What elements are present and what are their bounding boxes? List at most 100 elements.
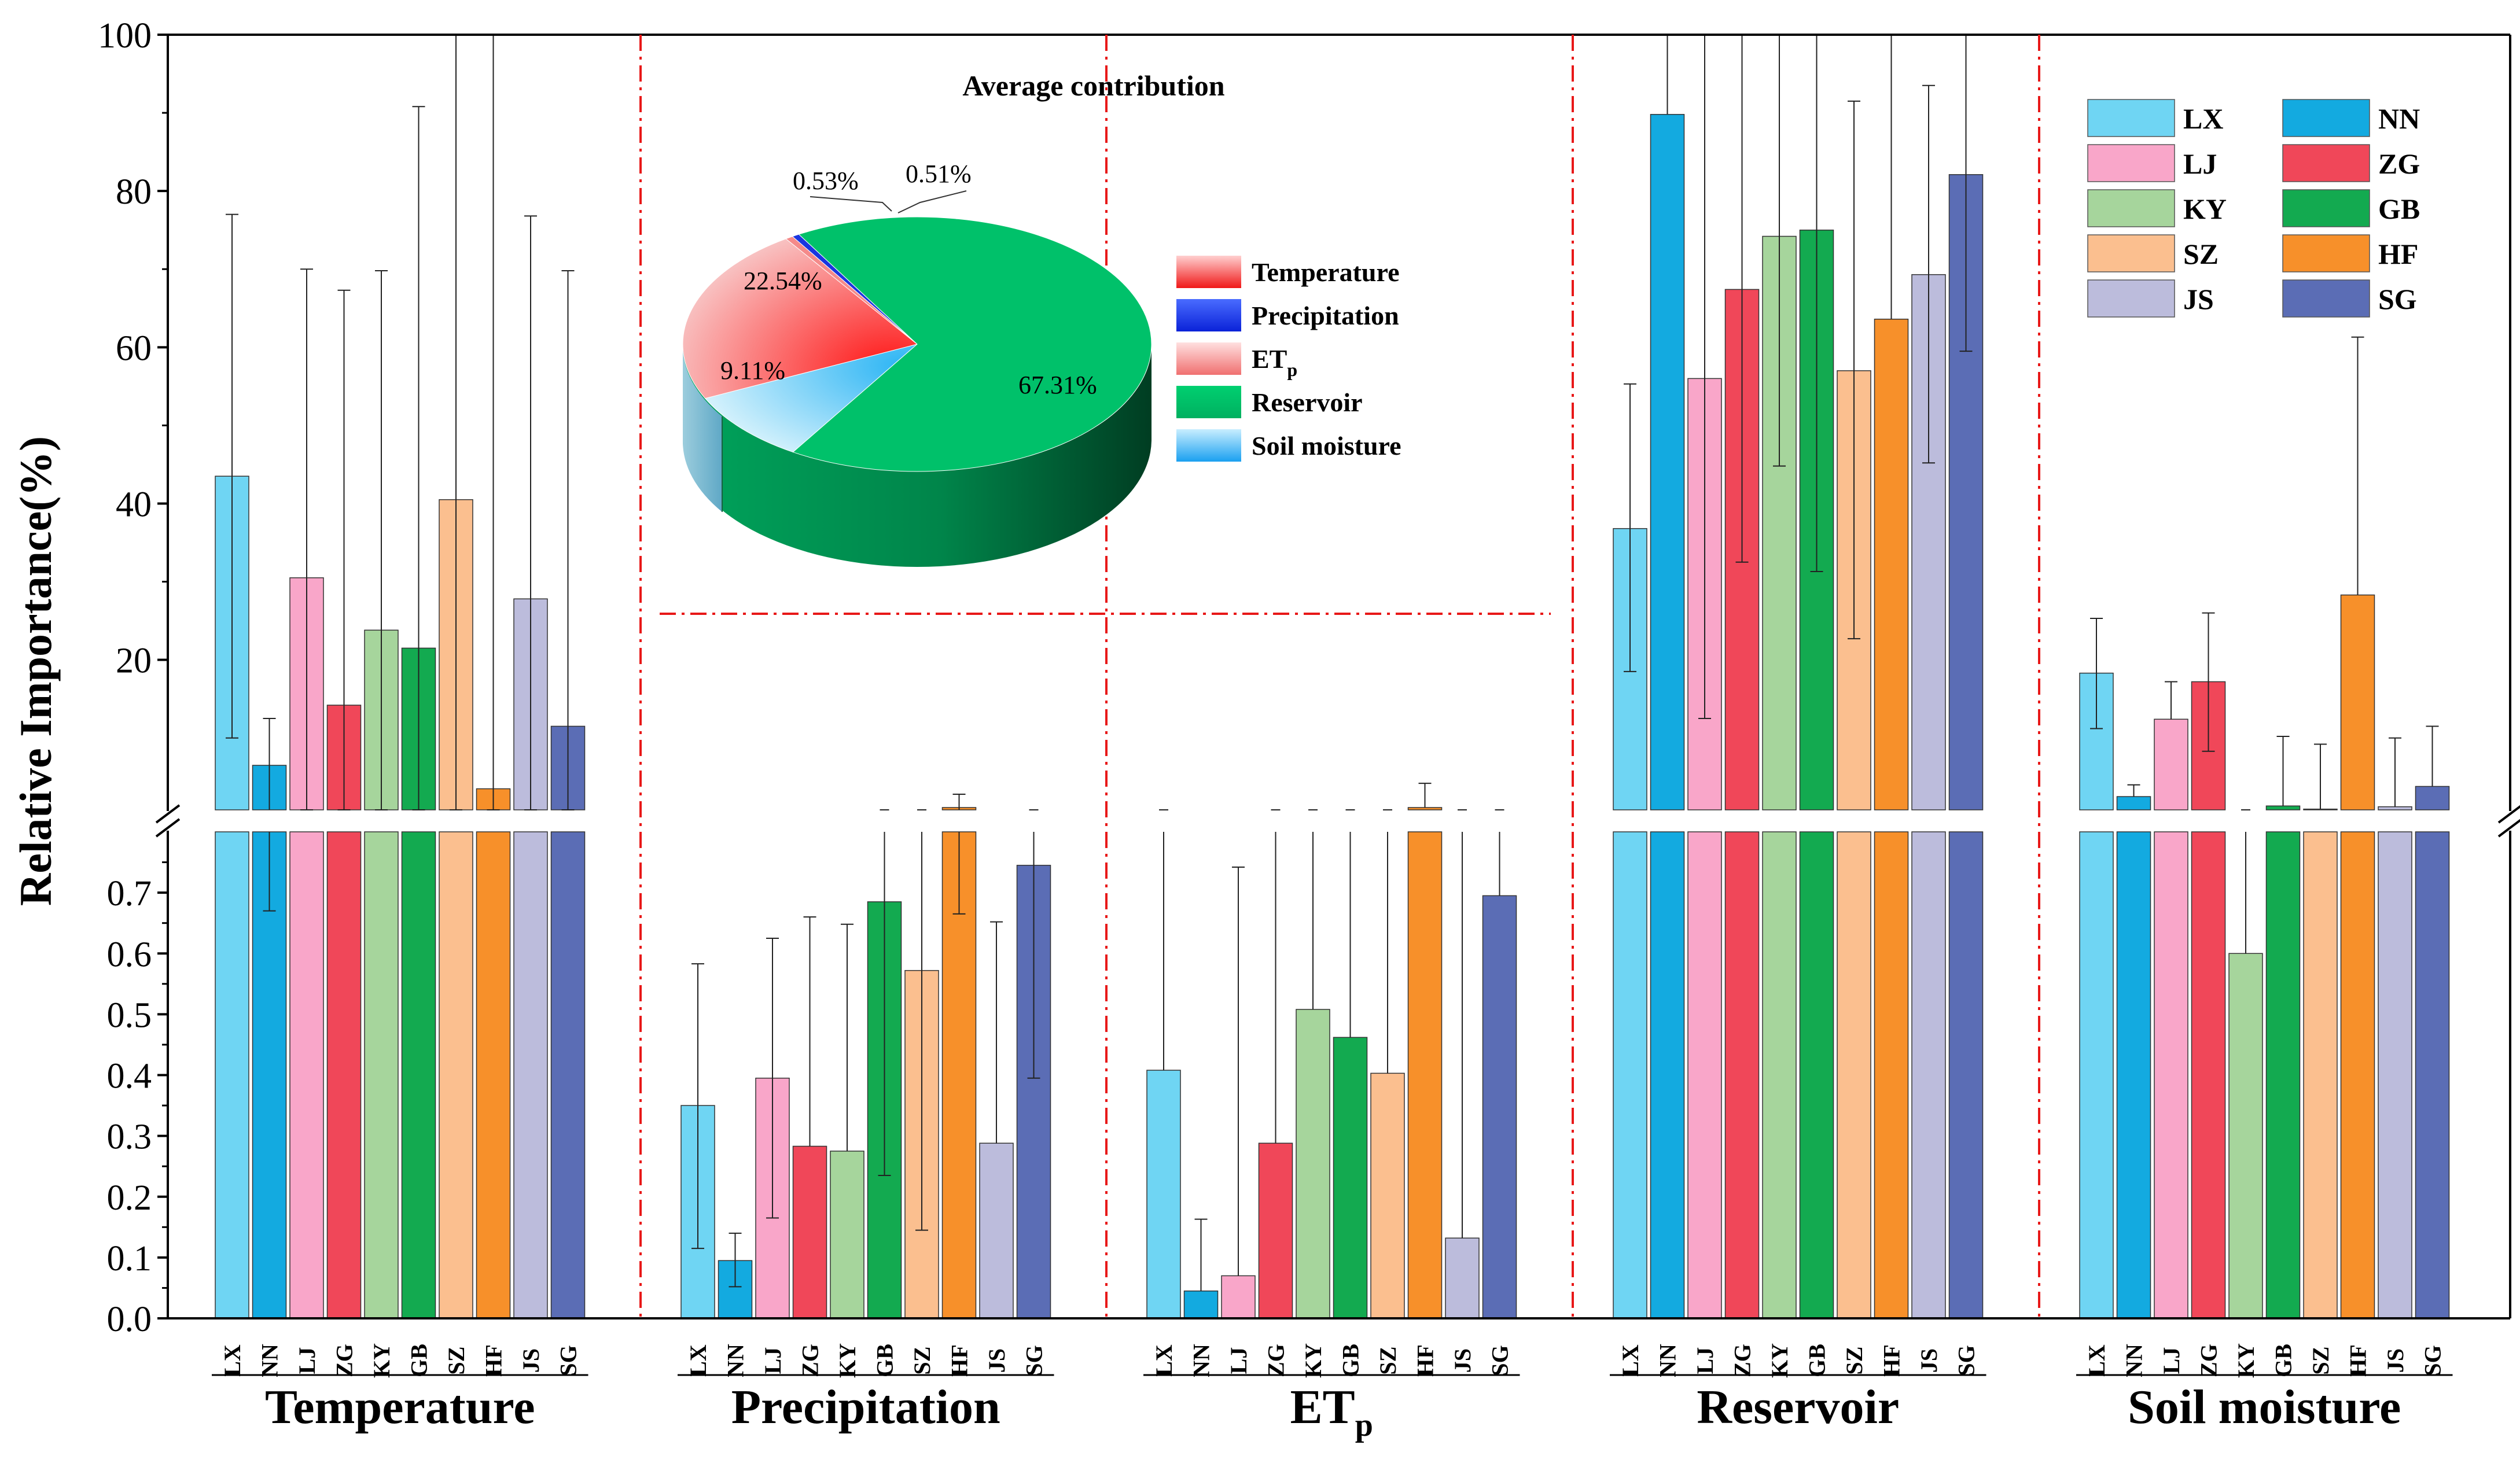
- legend-label-lx: LX: [2183, 102, 2223, 135]
- group-title: ETp: [1290, 1380, 1373, 1443]
- x-tick-label: KY: [1767, 1343, 1793, 1378]
- group-title: Reservoir: [1697, 1380, 1899, 1434]
- axis-break-mark: [2497, 805, 2520, 824]
- pie-label: 0.53%: [793, 167, 859, 195]
- pie-legend-swatch: [1176, 386, 1241, 418]
- x-tick-label: GB: [1338, 1344, 1364, 1377]
- x-tick-label: ZG: [332, 1344, 358, 1377]
- axes-layer: 20 40 60 80 100 0.0 0.1 0.2 0.3 0.4 0.5 0.6 0.7 Relat…: [10, 16, 2520, 1443]
- bar-reservoir-hf: [1874, 318, 1909, 810]
- pie-label: 9.11%: [720, 356, 785, 385]
- x-tick-label: SZ: [1375, 1347, 1401, 1375]
- x-tick-label: GB: [872, 1344, 898, 1377]
- bar-lower-reservoir-zg: [1724, 831, 1760, 1319]
- x-tick-label: LJ: [760, 1347, 786, 1374]
- bar-lower-soil-moisture-zg: [2191, 831, 2226, 1319]
- group-title: Temperature: [265, 1380, 535, 1434]
- x-tick-label: SZ: [1841, 1347, 1867, 1375]
- bar-lower-soil-moisture-sz: [2303, 831, 2338, 1319]
- x-tick-label: LX: [685, 1344, 711, 1377]
- y-tick-label: 0.2: [107, 1178, 152, 1218]
- x-tick-label: SG: [1487, 1345, 1513, 1376]
- bar-lower-soil-moisture-nn: [2116, 831, 2151, 1319]
- y-tick-label: 0.0: [107, 1300, 152, 1339]
- x-tick-label: LX: [1151, 1344, 1177, 1377]
- x-tick-label: NN: [1189, 1344, 1215, 1377]
- legend-label-js: JS: [2183, 283, 2214, 315]
- bar-et-lj: [1221, 1275, 1256, 1319]
- x-tick-label: GB: [1804, 1344, 1830, 1377]
- x-tick-label: NN: [1655, 1344, 1681, 1377]
- x-tick-label: HF: [481, 1344, 507, 1377]
- x-tick-label: LJ: [1226, 1347, 1252, 1374]
- pie-legend-label: Reservoir: [1252, 388, 1363, 417]
- pie-slice-temperature: [682, 238, 918, 399]
- x-tick-label: SZ: [2308, 1347, 2334, 1375]
- bar-lower-temperature-nn: [252, 831, 287, 1319]
- x-tick-label: HF: [2345, 1344, 2371, 1377]
- legend-label-nn: NN: [2378, 102, 2420, 135]
- pie-side-soil: [682, 344, 722, 512]
- legend-swatch-gb: [2282, 189, 2370, 227]
- y-tick-label: 100: [98, 16, 152, 56]
- x-tick-label: NN: [723, 1344, 749, 1377]
- x-tick-label: HF: [1412, 1344, 1439, 1377]
- legend-label-ky: KY: [2183, 193, 2227, 225]
- bar-lower-soil-moisture-hf: [2340, 831, 2375, 1319]
- y-tick-label: 60: [116, 329, 152, 368]
- x-tick-label: SG: [1954, 1345, 1980, 1376]
- bar-et-sg: [1482, 895, 1517, 1319]
- x-tick-label: HF: [1879, 1344, 1905, 1377]
- pie-slice-soil-moisture: [704, 344, 918, 453]
- bar-soil-moisture-js: [2378, 806, 2412, 810]
- bar-lower-temperature-lj: [289, 831, 324, 1319]
- pie-label: 67.31%: [1018, 371, 1097, 399]
- pie-legend-label: Precipitation: [1252, 301, 1399, 330]
- group-title: Soil moisture: [2128, 1380, 2401, 1434]
- bar-et-sz: [1370, 1072, 1405, 1319]
- bar-lower-reservoir-ky: [1762, 831, 1797, 1319]
- x-tick-label: HF: [947, 1344, 973, 1377]
- bar-lower-reservoir-sg: [1948, 831, 1984, 1319]
- x-tick-label: LX: [1617, 1344, 1643, 1377]
- pie-label: 22.54%: [744, 267, 822, 295]
- x-tick-label: LJ: [2158, 1347, 2184, 1374]
- bar-lower-reservoir-js: [1911, 831, 1946, 1319]
- legend-swatch-sz: [2087, 234, 2175, 272]
- group-title-subscript: p: [1355, 1407, 1373, 1443]
- x-tick-label: LX: [2084, 1344, 2110, 1377]
- bar-lower-temperature-js: [513, 831, 548, 1319]
- bar-lower-reservoir-lx: [1613, 831, 1647, 1319]
- bar-soil-moisture-sg: [2415, 786, 2450, 810]
- pie-legend-subscript: p: [1287, 359, 1297, 380]
- bar-lower-temperature-gb: [401, 831, 436, 1319]
- bar-lower-temperature-zg: [326, 831, 362, 1319]
- legend-swatch-zg: [2282, 144, 2370, 182]
- axis-break-mark: [155, 818, 181, 838]
- pie-title: Average contribution: [962, 69, 1224, 102]
- x-tick-label: ZG: [2196, 1344, 2222, 1377]
- pie-legend-swatch: [1176, 256, 1241, 288]
- y-tick-label: 20: [116, 642, 152, 681]
- bar-lower-soil-moisture-lx: [2079, 831, 2114, 1319]
- inset-pie: Average contribution 22.54% 9.11% 67.31% 0.5…: [682, 69, 1401, 567]
- pie-legend-label: ETp: [1252, 344, 1297, 380]
- pie-legend-swatch: [1176, 299, 1241, 331]
- bar-soil-moisture-gb: [2265, 805, 2301, 810]
- bar-precipitation-zg: [792, 1145, 827, 1319]
- x-tick-label: ZG: [1263, 1344, 1289, 1377]
- bar-lower-soil-moisture-gb: [2265, 831, 2301, 1319]
- bar-lower-temperature-hf: [476, 831, 511, 1319]
- x-tick-label: JS: [2382, 1348, 2408, 1373]
- legend-swatch-lx: [2087, 99, 2175, 137]
- y-tick-label: 80: [116, 172, 152, 212]
- x-tick-label: SG: [555, 1345, 582, 1376]
- x-tick-label: LJ: [1692, 1347, 1718, 1374]
- bar-lower-reservoir-gb: [1799, 831, 1834, 1319]
- y-tick-label: 0.4: [107, 1057, 152, 1096]
- x-tick-label: KY: [2233, 1343, 2259, 1378]
- bar-lower-reservoir-lj: [1687, 831, 1722, 1319]
- bar-precipitation-ky: [830, 1151, 864, 1319]
- bar-lower-temperature-ky: [364, 831, 399, 1319]
